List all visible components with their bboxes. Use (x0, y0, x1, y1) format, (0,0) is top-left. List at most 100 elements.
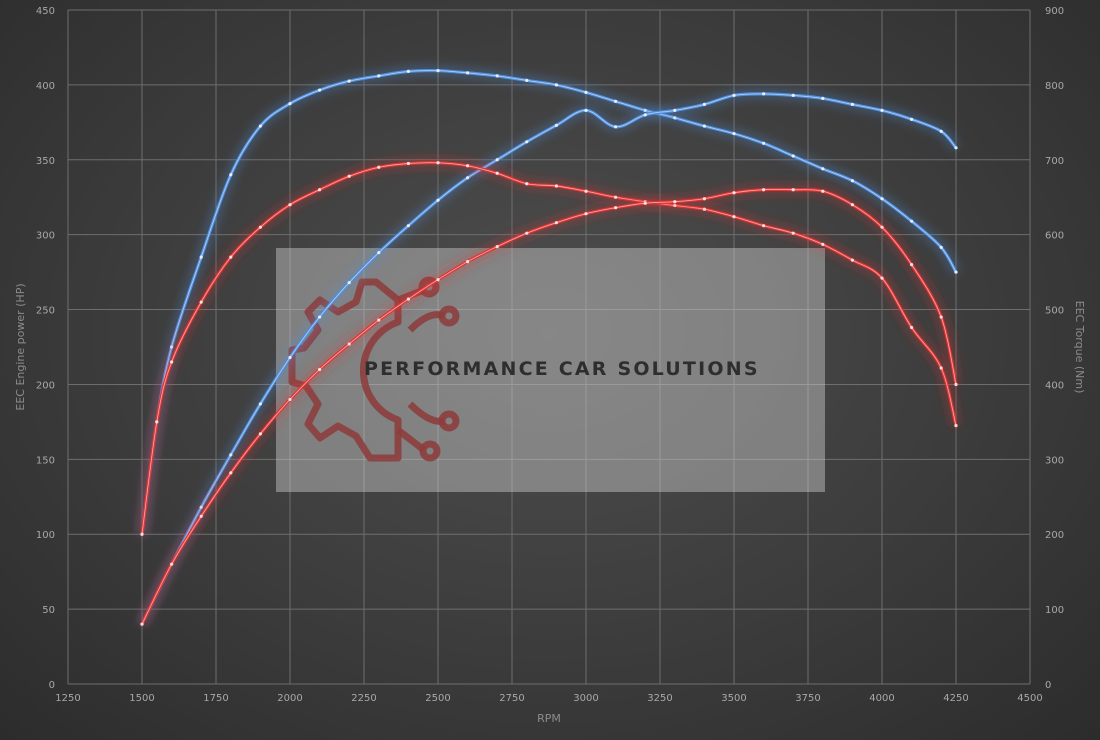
data-point (673, 116, 677, 120)
y-left-axis-title: EEC Engine power (HP) (14, 283, 27, 410)
x-tick-label: 4000 (869, 693, 894, 704)
data-point (525, 231, 529, 235)
data-point (436, 69, 440, 73)
data-point (850, 258, 855, 262)
data-point (732, 191, 736, 195)
data-point (821, 242, 825, 247)
data-point (258, 124, 262, 128)
y-left-tick-labels: 0 50 100 150 200 250 300 350 400 450 (36, 6, 55, 691)
data-point (702, 197, 707, 201)
watermark-text: PERFORMANCE CAR SOLUTIONS (364, 358, 760, 380)
x-tick-label: 2250 (351, 693, 376, 704)
data-point (406, 69, 410, 74)
data-point (954, 382, 958, 387)
x-tick-label: 3750 (795, 693, 820, 704)
data-point (954, 424, 958, 428)
data-point (170, 360, 174, 364)
data-point (954, 146, 958, 150)
data-point (258, 225, 262, 229)
data-point (288, 397, 292, 402)
data-point (229, 173, 233, 177)
data-point (791, 188, 795, 192)
data-point (199, 300, 203, 304)
y-left-tick-label: 0 (49, 680, 55, 691)
data-point (199, 255, 203, 259)
data-point (347, 280, 351, 285)
x-tick-label: 3500 (721, 693, 746, 704)
data-point (702, 124, 707, 128)
x-tick-label: 3250 (647, 693, 672, 704)
data-point (732, 215, 736, 219)
data-point (643, 201, 647, 205)
data-point (495, 158, 499, 162)
y-right-tick-label: 400 (1045, 380, 1064, 391)
data-point (318, 188, 322, 192)
data-point (155, 420, 159, 424)
grid-lines (67, 9, 1031, 685)
data-point (939, 245, 943, 249)
data-point (880, 276, 884, 280)
data-point (554, 184, 559, 188)
data-point (584, 189, 588, 193)
data-point (525, 140, 529, 144)
y-right-tick-label: 600 (1045, 231, 1064, 242)
data-point (406, 297, 410, 301)
series-tuned-right (137, 66, 960, 536)
curves (137, 66, 961, 627)
x-tick-label: 4500 (1017, 693, 1042, 704)
series-tuned-left (137, 89, 960, 627)
data-point (910, 219, 914, 223)
data-point (850, 203, 855, 207)
y-left-tick-label: 250 (36, 306, 55, 317)
data-point (140, 532, 144, 536)
data-point (850, 102, 855, 106)
data-point (584, 108, 588, 112)
series-stock-left (137, 184, 961, 627)
data-point (170, 345, 174, 349)
y-left-tick-label: 350 (36, 156, 55, 167)
y-right-tick-labels: 0 100 200 300 400 500 600 700 800 900 (1045, 6, 1064, 691)
data-point (821, 96, 825, 100)
data-point (436, 161, 440, 165)
data-point (229, 471, 233, 475)
data-point (466, 176, 470, 180)
y-left-tick-label: 200 (36, 380, 55, 391)
data-point (939, 129, 943, 133)
y-right-tick-label: 500 (1045, 306, 1064, 317)
x-tick-label: 1250 (55, 693, 80, 704)
data-point (258, 402, 262, 406)
data-point (762, 141, 766, 145)
data-point (466, 164, 470, 168)
data-point (643, 113, 647, 117)
y-right-tick-label: 700 (1045, 156, 1064, 167)
watermark: PERFORMANCE CAR SOLUTIONS (276, 248, 825, 492)
x-tick-label: 1500 (129, 693, 154, 704)
x-tick-label: 2750 (499, 693, 524, 704)
data-point (525, 182, 529, 186)
data-point (762, 188, 766, 192)
data-point (347, 79, 351, 83)
data-point (495, 245, 499, 249)
y-left-tick-label: 50 (42, 605, 55, 616)
data-point (614, 206, 618, 210)
data-point (939, 315, 943, 319)
data-point (258, 432, 262, 436)
data-point (702, 102, 707, 106)
data-point (377, 165, 381, 169)
data-point (954, 270, 958, 274)
data-point (939, 366, 943, 370)
data-point (554, 123, 559, 127)
y-right-tick-label: 800 (1045, 81, 1064, 92)
x-tick-label: 2000 (277, 693, 302, 704)
data-point (466, 71, 470, 75)
data-point (495, 74, 499, 78)
data-point (436, 278, 440, 282)
data-point (495, 171, 499, 175)
data-point (525, 78, 529, 82)
x-tick-label: 1750 (203, 693, 228, 704)
x-axis-title: RPM (537, 712, 561, 725)
series-stock-right (137, 158, 961, 536)
y-right-tick-label: 100 (1045, 605, 1064, 616)
data-point (584, 212, 588, 216)
